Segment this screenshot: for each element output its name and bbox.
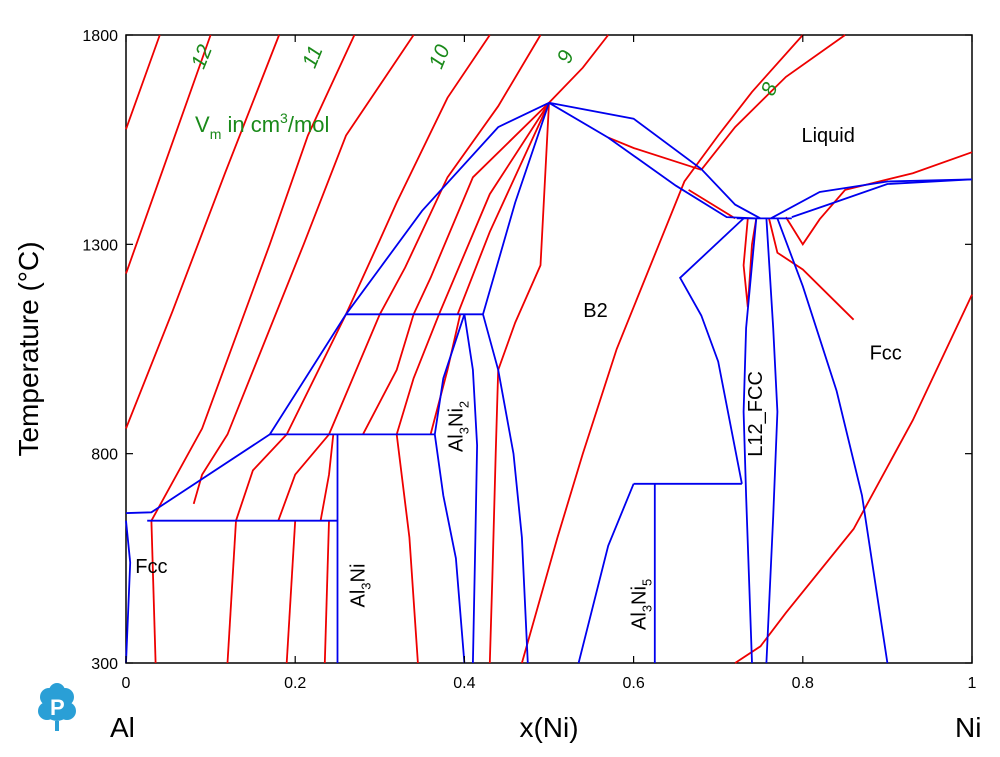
isochore-line-27 (734, 294, 973, 664)
isochore-line-19 (497, 102, 550, 371)
isochore-line-16 (456, 102, 550, 315)
isochore-line-3 (150, 34, 356, 522)
phase-boundary-l12-left (742, 218, 758, 664)
isochore-line-20 (521, 34, 804, 664)
isochore-line-25 (785, 151, 973, 246)
y-axis-title: Temperature (°C) (13, 241, 44, 456)
isochore-lines (125, 34, 973, 664)
x-tick-label-1: 0.2 (284, 675, 306, 692)
phase-boundary-fcc-al-solvus (125, 520, 132, 664)
isochore-line-8 (277, 34, 542, 522)
isochore-line-1 (125, 34, 212, 274)
isochore-line-23 (688, 189, 736, 220)
element-label-left: Al (110, 712, 135, 743)
x-tick-label-2: 0.4 (453, 675, 475, 692)
isochore-line-9 (285, 520, 297, 664)
region-label-2: Fcc (870, 342, 902, 364)
isochore-line-6 (226, 520, 237, 664)
region-label-0: Liquid (801, 125, 854, 147)
molar-volume-annotation: Vm in cm3/mol (195, 110, 329, 142)
isochore-line-15 (429, 314, 462, 435)
phase-boundaries (125, 101, 973, 664)
phase-boundary-b2-left-lower (482, 314, 529, 664)
y-tick-label-0: 300 (91, 656, 118, 673)
y-tick-label-1: 800 (91, 447, 118, 464)
phase-boundary-fcc-solidus-ni (791, 178, 973, 218)
x-tick-label-0: 0 (122, 675, 131, 692)
isochore-line-17 (548, 34, 609, 104)
y-tick-label-2: 1300 (82, 237, 118, 254)
x-axis-title: x(Ni) (519, 712, 578, 743)
compound-label-al3ni2: Al3Ni2 (446, 401, 472, 452)
y-tick-label-3: 1800 (82, 28, 118, 45)
svg-text:P: P (50, 695, 65, 720)
isochore-line-2 (125, 34, 280, 429)
compound-label-al3ni5: Al3Ni5 (628, 579, 654, 630)
x-tick-label-5: 1 (968, 675, 977, 692)
phase-boundary-al3ni2-left-boundary (433, 314, 466, 435)
compound-label-al3ni: Al3Ni (348, 564, 374, 608)
isochore-line-10 (319, 434, 335, 521)
phase-boundary-l12-right (765, 218, 779, 664)
phase-boundary-al3ni2-left-bottom (433, 434, 466, 664)
isochore-line-11 (323, 520, 330, 664)
x-tick-label-4: 0.8 (792, 675, 814, 692)
phase-boundary-b2-right-lower (577, 483, 635, 664)
phase-boundary-b2-liquid-solidus (548, 102, 757, 220)
element-label-right: Ni (955, 712, 981, 743)
phase-boundary-al3ni2-right-top (463, 314, 479, 664)
isochore-line-7 (235, 34, 491, 521)
isochore-line-12 (362, 102, 550, 435)
isochore-line-0 (125, 34, 161, 130)
pandat-logo-icon: P (38, 683, 76, 731)
isochore-line-22 (700, 34, 846, 171)
isochore-line-26 (768, 218, 855, 321)
region-label-3: Fcc (135, 556, 167, 578)
phase-boundary-liquidus-b2-right (548, 101, 761, 220)
compound-label-l12: L12_FCC (745, 371, 767, 457)
isochore-line-14 (395, 434, 419, 664)
phase-boundary-b2-left-upper (482, 102, 550, 315)
isochore-line-4 (150, 520, 157, 664)
x-tick-label-3: 0.6 (622, 675, 644, 692)
region-label-1: B2 (583, 300, 607, 322)
phase-boundary-b2-right (678, 217, 745, 484)
phase-boundary-fcc-left (776, 218, 889, 664)
isochore-line-21 (607, 136, 702, 171)
phase-boundary-liquidus-ni-side (770, 178, 973, 220)
isochore-line-18 (488, 369, 500, 664)
